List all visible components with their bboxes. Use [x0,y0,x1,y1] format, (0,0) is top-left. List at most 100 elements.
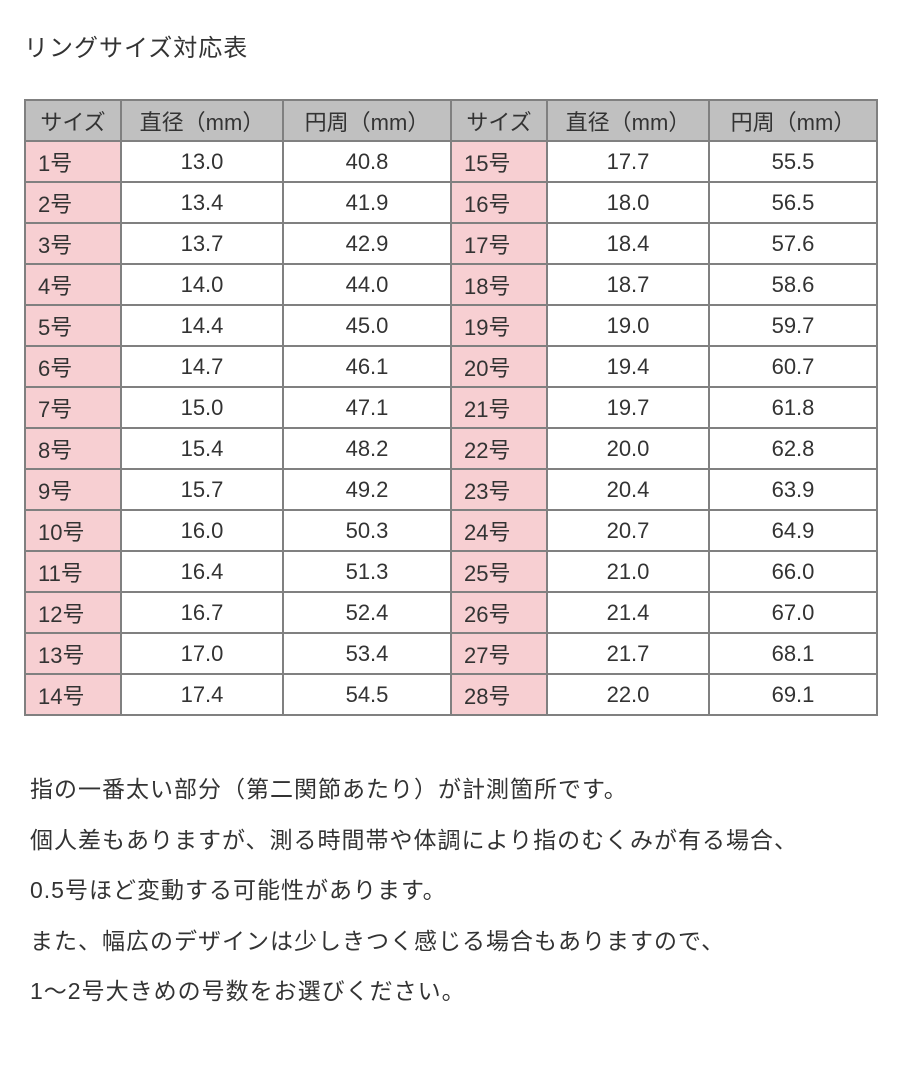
cell-circumference: 58.6 [709,264,877,305]
cell-circumference: 68.1 [709,633,877,674]
cell-circumference: 60.7 [709,346,877,387]
cell-size: 7号 [25,387,121,428]
cell-circumference: 59.7 [709,305,877,346]
table-row: 14号17.454.528号22.069.1 [25,674,877,715]
col-size-left: サイズ [25,100,121,141]
cell-diameter: 22.0 [547,674,709,715]
cell-circumference: 49.2 [283,469,451,510]
cell-diameter: 16.4 [121,551,283,592]
cell-size: 28号 [451,674,547,715]
cell-size: 16号 [451,182,547,223]
page-title: リングサイズ対応表 [24,28,876,63]
cell-diameter: 18.0 [547,182,709,223]
cell-circumference: 41.9 [283,182,451,223]
cell-size: 17号 [451,223,547,264]
cell-diameter: 17.0 [121,633,283,674]
cell-size: 20号 [451,346,547,387]
cell-diameter: 14.4 [121,305,283,346]
table-row: 7号15.047.121号19.761.8 [25,387,877,428]
cell-size: 19号 [451,305,547,346]
cell-circumference: 69.1 [709,674,877,715]
cell-circumference: 61.8 [709,387,877,428]
cell-diameter: 20.0 [547,428,709,469]
table-row: 8号15.448.222号20.062.8 [25,428,877,469]
cell-size: 15号 [451,141,547,182]
cell-circumference: 50.3 [283,510,451,551]
col-dia-left: 直径（mm） [121,100,283,141]
cell-circumference: 47.1 [283,387,451,428]
table-row: 6号14.746.120号19.460.7 [25,346,877,387]
cell-size: 10号 [25,510,121,551]
note-line: 個人差もありますが、測る時間帯や体調により指のむくみが有る場合、 [30,815,876,866]
table-header-row: サイズ 直径（mm） 円周（mm） サイズ 直径（mm） 円周（mm） [25,100,877,141]
note-line: 1～2号大きめの号数をお選びください。 [30,966,876,1017]
cell-size: 14号 [25,674,121,715]
table-row: 13号17.053.427号21.768.1 [25,633,877,674]
cell-diameter: 18.7 [547,264,709,305]
cell-circumference: 55.5 [709,141,877,182]
cell-size: 24号 [451,510,547,551]
cell-diameter: 15.4 [121,428,283,469]
table-row: 1号13.040.815号17.755.5 [25,141,877,182]
cell-diameter: 18.4 [547,223,709,264]
col-cir-right: 円周（mm） [709,100,877,141]
cell-circumference: 45.0 [283,305,451,346]
cell-size: 22号 [451,428,547,469]
col-dia-right: 直径（mm） [547,100,709,141]
cell-diameter: 13.4 [121,182,283,223]
cell-diameter: 13.0 [121,141,283,182]
cell-diameter: 20.7 [547,510,709,551]
cell-circumference: 57.6 [709,223,877,264]
cell-diameter: 19.4 [547,346,709,387]
cell-diameter: 14.0 [121,264,283,305]
cell-circumference: 62.8 [709,428,877,469]
note-line: 0.5号ほど変動する可能性があります。 [30,865,876,916]
table-row: 5号14.445.019号19.059.7 [25,305,877,346]
cell-circumference: 66.0 [709,551,877,592]
cell-diameter: 19.0 [547,305,709,346]
cell-diameter: 21.0 [547,551,709,592]
cell-circumference: 56.5 [709,182,877,223]
note-line: また、幅広のデザインは少しきつく感じる場合もありますので、 [30,916,876,967]
cell-diameter: 16.7 [121,592,283,633]
cell-circumference: 52.4 [283,592,451,633]
cell-size: 27号 [451,633,547,674]
cell-size: 5号 [25,305,121,346]
cell-diameter: 19.7 [547,387,709,428]
cell-diameter: 13.7 [121,223,283,264]
cell-diameter: 15.7 [121,469,283,510]
cell-circumference: 46.1 [283,346,451,387]
cell-size: 12号 [25,592,121,633]
cell-diameter: 17.4 [121,674,283,715]
cell-circumference: 54.5 [283,674,451,715]
cell-size: 8号 [25,428,121,469]
table-row: 4号14.044.018号18.758.6 [25,264,877,305]
cell-circumference: 42.9 [283,223,451,264]
cell-size: 2号 [25,182,121,223]
cell-size: 18号 [451,264,547,305]
notes-block: 指の一番太い部分（第二関節あたり）が計測箇所です。個人差もありますが、測る時間帯… [24,764,876,1017]
cell-size: 13号 [25,633,121,674]
cell-size: 23号 [451,469,547,510]
cell-size: 1号 [25,141,121,182]
cell-size: 21号 [451,387,547,428]
table-row: 10号16.050.324号20.764.9 [25,510,877,551]
cell-diameter: 14.7 [121,346,283,387]
cell-diameter: 17.7 [547,141,709,182]
col-cir-left: 円周（mm） [283,100,451,141]
cell-circumference: 40.8 [283,141,451,182]
cell-diameter: 15.0 [121,387,283,428]
cell-circumference: 53.4 [283,633,451,674]
cell-diameter: 21.4 [547,592,709,633]
table-row: 12号16.752.426号21.467.0 [25,592,877,633]
cell-circumference: 51.3 [283,551,451,592]
table-row: 3号13.742.917号18.457.6 [25,223,877,264]
cell-size: 25号 [451,551,547,592]
col-size-right: サイズ [451,100,547,141]
cell-size: 4号 [25,264,121,305]
cell-circumference: 67.0 [709,592,877,633]
cell-size: 3号 [25,223,121,264]
cell-size: 6号 [25,346,121,387]
cell-circumference: 63.9 [709,469,877,510]
cell-diameter: 21.7 [547,633,709,674]
